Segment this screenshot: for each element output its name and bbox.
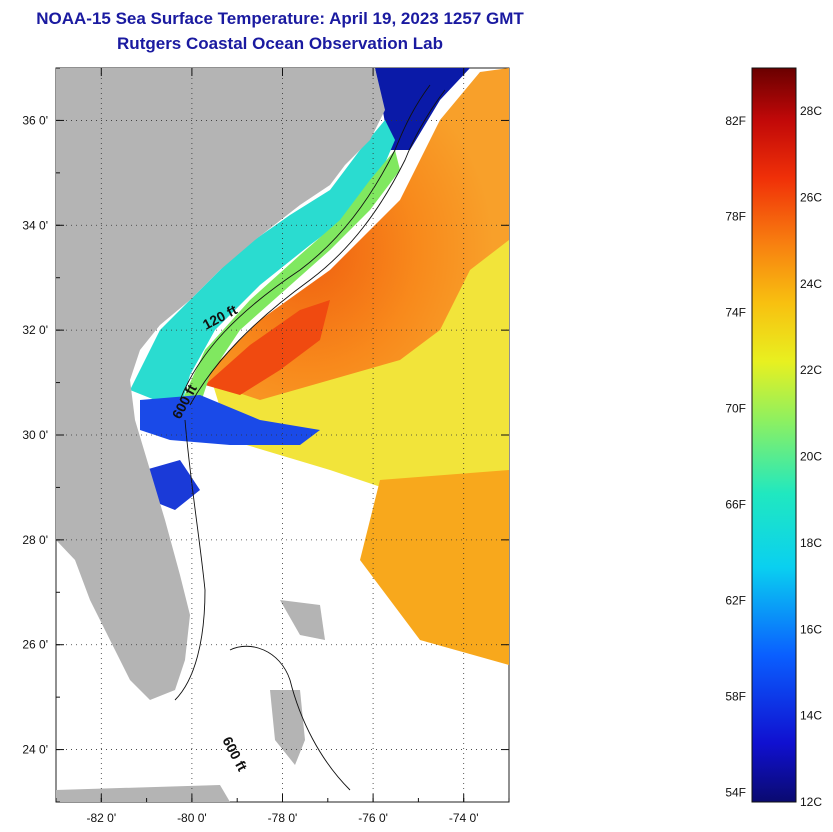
sst-cloud-edge <box>140 395 320 445</box>
contour-florida <box>174 419 206 701</box>
colorbar-f-label: 78F <box>725 210 746 224</box>
sst-southeast-region <box>360 470 509 665</box>
colorbar-c-label: 16C <box>800 622 822 636</box>
colorbar-f-label: 66F <box>725 498 746 512</box>
contour-120ft <box>179 84 431 401</box>
colorbar-c-label: 20C <box>800 450 822 464</box>
colorbar-c-label: 18C <box>800 536 822 550</box>
colorbar-f-label: 74F <box>725 306 746 320</box>
sst-cloud-edge-2 <box>145 460 200 510</box>
colorbar-f-label: 54F <box>725 785 746 799</box>
axis-ticks <box>55 67 510 803</box>
colorbar <box>751 67 797 803</box>
colorbar-c-label: 24C <box>800 277 822 291</box>
axis-tick-labels: -82 0' -80 0' -78 0' -76 0' -74 0' 36 0' 34 0'… <box>22 113 478 825</box>
colorbar-f-label: 62F <box>725 594 746 608</box>
contour-600ft <box>189 89 446 406</box>
colorbar-c-label: 26C <box>800 191 822 205</box>
sst-cold-north <box>375 68 470 150</box>
lat-tick-label: 26 0' <box>22 638 48 652</box>
contour-bahamas <box>229 645 351 791</box>
colorbar-f-label: 70F <box>725 402 746 416</box>
lat-tick-label: 32 0' <box>22 323 48 337</box>
map-subtitle: Rutgers Coastal Ocean Observation Lab <box>117 34 443 53</box>
sst-warm-core <box>205 300 330 395</box>
land-bahamas-andros <box>270 690 305 765</box>
sst-shelf-green <box>180 150 400 405</box>
sst-field <box>56 68 509 802</box>
lat-tick-label: 34 0' <box>22 218 48 232</box>
lat-tick-label: 30 0' <box>22 428 48 442</box>
colorbar-c-label: 12C <box>800 795 822 809</box>
lon-tick-label: -78 0' <box>268 811 298 825</box>
lon-tick-label: -76 0' <box>358 811 388 825</box>
colorbar-f-label: 58F <box>725 689 746 703</box>
sst-gulfstream-region <box>200 68 509 400</box>
map-title: NOAA-15 Sea Surface Temperature: April 1… <box>36 9 524 28</box>
colorbar-c-label: 22C <box>800 363 822 377</box>
graticule <box>56 68 509 802</box>
colorbar-c-label: 14C <box>800 709 822 723</box>
land-grand-bahama <box>280 600 325 640</box>
colorbar-fahrenheit-labels: 82F 78F 74F 70F 66F 62F 58F 54F <box>725 114 746 800</box>
colorbar-celsius-labels: 28C 26C 24C 22C 20C 18C 16C 14C 12C <box>800 104 822 809</box>
colorbar-f-label: 82F <box>725 114 746 128</box>
sst-shelf-region <box>130 120 395 410</box>
lat-tick-label: 28 0' <box>22 533 48 547</box>
lon-tick-label: -82 0' <box>86 811 116 825</box>
lon-tick-label: -74 0' <box>449 811 479 825</box>
land-cuba <box>56 785 230 802</box>
lat-tick-label: 36 0' <box>22 113 48 127</box>
land-southeast-us <box>56 68 385 700</box>
colorbar-c-label: 28C <box>800 104 822 118</box>
depth-contours <box>174 84 446 791</box>
lon-tick-label: -80 0' <box>177 811 207 825</box>
lat-tick-label: 24 0' <box>22 743 48 757</box>
